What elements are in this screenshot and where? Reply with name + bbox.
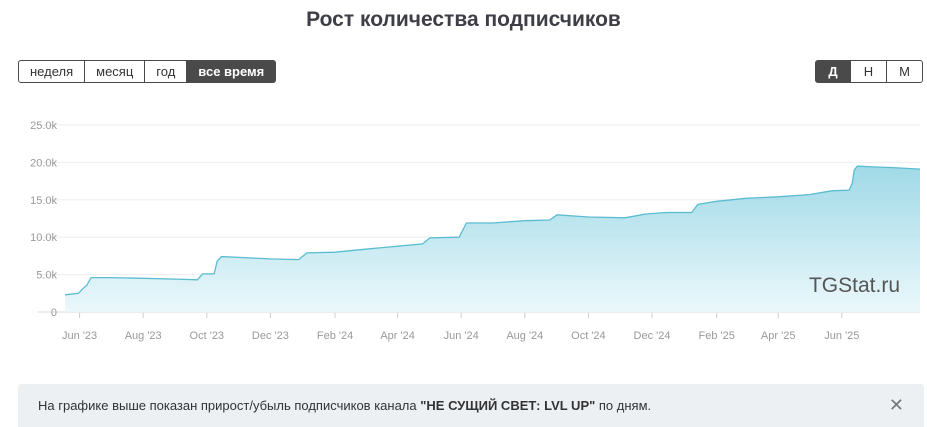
x-tick-label: Aug '24 bbox=[506, 330, 543, 342]
granularity-month-button[interactable]: М bbox=[887, 60, 923, 83]
range-month-button[interactable]: месяц bbox=[85, 60, 146, 83]
y-tick-label: 15.0k bbox=[30, 195, 57, 207]
subscriber-area-fill bbox=[65, 166, 920, 312]
chart-title: Рост количества подписчиков bbox=[306, 8, 621, 31]
x-tick-label: Dec '23 bbox=[252, 330, 289, 342]
granularity-day-button[interactable]: Д bbox=[815, 60, 851, 83]
granularity-selector: Д Н М bbox=[815, 60, 923, 83]
y-tick-label: 5.0k bbox=[36, 270, 57, 282]
x-tick-label: Dec '24 bbox=[634, 330, 671, 342]
x-tick-label: Oct '23 bbox=[190, 330, 225, 342]
y-tick-label: 10.0k bbox=[30, 232, 57, 244]
x-tick-label: Feb '24 bbox=[317, 330, 353, 342]
y-tick-label: 20.0k bbox=[30, 157, 57, 169]
x-tick-label: Jun '25 bbox=[824, 330, 859, 342]
range-year-button[interactable]: год bbox=[145, 60, 188, 83]
granularity-week-button[interactable]: Н bbox=[851, 60, 887, 83]
x-axis: Jun '23 Aug '23 Oct '23 Dec '23 Feb '24 Apr '… bbox=[62, 313, 859, 342]
info-banner: На графике выше показан прирост/убыль по… bbox=[18, 384, 924, 427]
range-selector: неделя месяц год все время bbox=[18, 60, 277, 83]
x-tick-label: Jun '23 bbox=[62, 330, 97, 342]
range-week-button[interactable]: неделя bbox=[18, 60, 86, 83]
y-tick-label: 25.0k bbox=[30, 120, 57, 132]
x-tick-label: Apr '24 bbox=[380, 330, 415, 342]
channel-name: "НЕ СУЩИЙ СВЕТ: LVL UP" bbox=[420, 398, 596, 413]
info-prefix: На графике выше показан прирост/убыль по… bbox=[38, 398, 421, 413]
x-tick-label: Oct '24 bbox=[571, 330, 606, 342]
info-text: На графике выше показан прирост/убыль по… bbox=[38, 398, 651, 413]
x-tick-label: Aug '23 bbox=[125, 330, 162, 342]
x-tick-label: Feb '25 bbox=[698, 330, 734, 342]
y-tick-label: 0 bbox=[51, 307, 57, 319]
info-suffix: по дням. bbox=[595, 398, 652, 413]
watermark: TGStat.ru bbox=[809, 274, 900, 297]
x-tick-label: Jun '24 bbox=[444, 330, 479, 342]
close-icon[interactable]: ✕ bbox=[888, 395, 904, 415]
y-axis-labels: 0 5.0k 10.0k 15.0k 20.0k 25.0k bbox=[30, 120, 57, 319]
range-all-time-button[interactable]: все время bbox=[187, 60, 277, 83]
x-tick-label: Apr '25 bbox=[761, 330, 796, 342]
subscriber-growth-chart: 0 5.0k 10.0k 15.0k 20.0k 25.0k Jun '23 Aug '23… bbox=[30, 120, 921, 342]
subscriber-line bbox=[64, 165, 921, 296]
